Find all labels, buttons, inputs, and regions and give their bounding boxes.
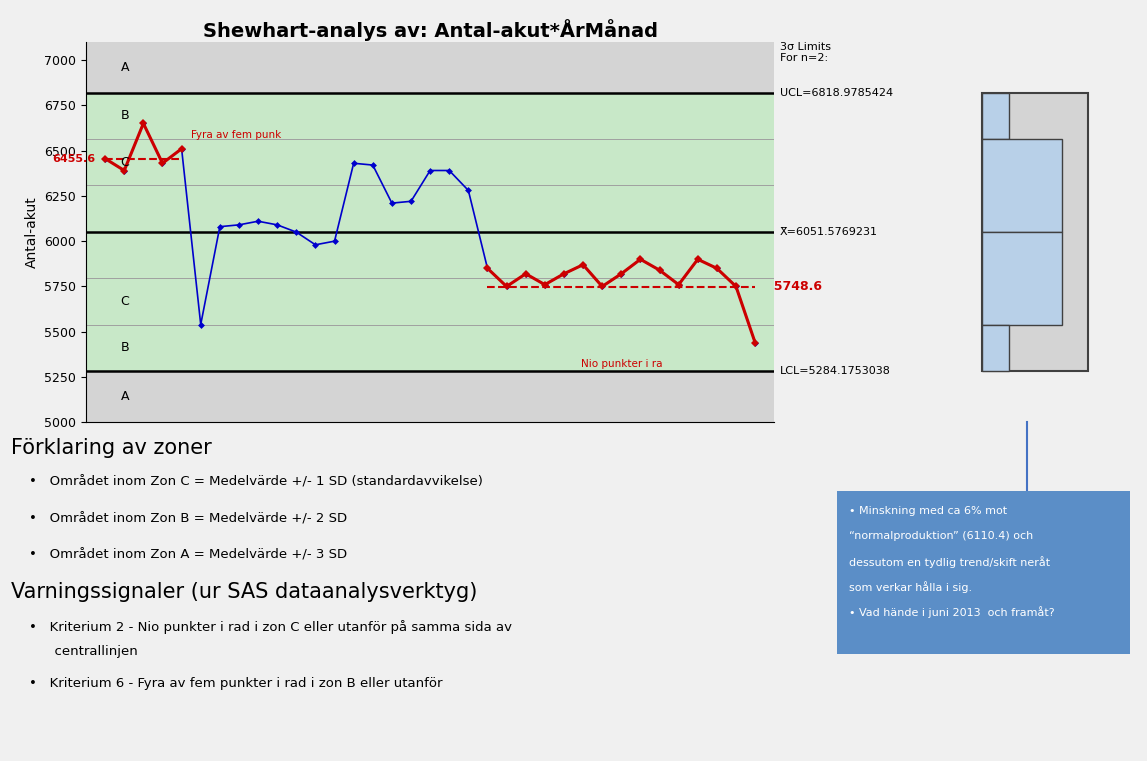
Bar: [982, 93, 1087, 371]
Text: Varningssignaler (ur SAS dataanalysverktyg): Varningssignaler (ur SAS dataanalysverkt…: [11, 582, 478, 602]
Text: X̅=6051.5769231: X̅=6051.5769231: [780, 227, 877, 237]
Text: B: B: [120, 110, 130, 123]
Bar: [86, 93, 774, 371]
Text: 6455.6: 6455.6: [53, 154, 95, 164]
Y-axis label: Antal-akut: Antal-akut: [25, 196, 39, 268]
Text: •   Området inom Zon C = Medelvärde +/- 1 SD (standardavvikelse): • Området inom Zon C = Medelvärde +/- 1 …: [29, 476, 483, 489]
Bar: [982, 232, 1061, 324]
Text: Förklaring av zoner: Förklaring av zoner: [11, 438, 212, 457]
Text: A: A: [120, 390, 128, 403]
Text: C: C: [120, 295, 130, 308]
Text: C: C: [120, 156, 130, 169]
Text: UCL=6818.9785424: UCL=6818.9785424: [780, 88, 894, 97]
Text: som verkar hålla i sig.: som verkar hålla i sig.: [849, 581, 972, 594]
Bar: [982, 139, 1061, 232]
Text: • Vad hände i juni 2013  och framåt?: • Vad hände i juni 2013 och framåt?: [849, 607, 1054, 619]
Text: •   Kriterium 6 - Fyra av fem punkter i rad i zon B eller utanför: • Kriterium 6 - Fyra av fem punkter i ra…: [29, 677, 443, 690]
Text: • Minskning med ca 6% mot: • Minskning med ca 6% mot: [849, 506, 1007, 516]
Text: centrallinjen: centrallinjen: [29, 645, 138, 658]
Text: •   Området inom Zon B = Medelvärde +/- 2 SD: • Området inom Zon B = Medelvärde +/- 2 …: [29, 512, 346, 525]
Text: LCL=5284.1753038: LCL=5284.1753038: [780, 366, 891, 376]
Text: 5748.6: 5748.6: [765, 280, 821, 293]
Text: “normalproduktion” (6110.4) och: “normalproduktion” (6110.4) och: [849, 531, 1033, 541]
Text: Fyra av fem punk: Fyra av fem punk: [192, 129, 281, 140]
Text: Shewhart-analys av: Antal-akut*ÅrMånad: Shewhart-analys av: Antal-akut*ÅrMånad: [203, 19, 657, 41]
Text: Nio punkter i ra: Nio punkter i ra: [580, 359, 662, 369]
Text: 3σ Limits
For n=2:: 3σ Limits For n=2:: [780, 42, 830, 63]
Text: A: A: [120, 61, 128, 74]
Text: dessutom en tydlig trend/skift neråt: dessutom en tydlig trend/skift neråt: [849, 556, 1050, 568]
Text: •   Kriterium 2 - Nio punkter i rad i zon C eller utanför på samma sida av: • Kriterium 2 - Nio punkter i rad i zon …: [29, 620, 512, 634]
Bar: [982, 93, 1009, 139]
Text: •   Området inom Zon A = Medelvärde +/- 3 SD: • Området inom Zon A = Medelvärde +/- 3 …: [29, 549, 346, 562]
Text: B: B: [120, 341, 130, 354]
Bar: [982, 324, 1009, 371]
